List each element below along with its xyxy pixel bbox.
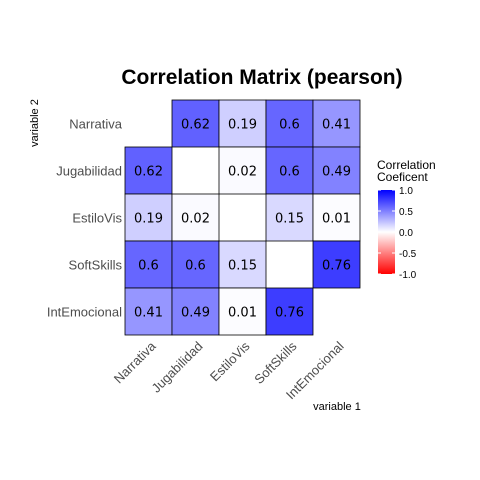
- cell-value-label: 0.02: [181, 212, 210, 227]
- cell-value-label: 0.49: [322, 165, 351, 180]
- cell-softskills-narrativa: [265, 99, 314, 148]
- y-tick-intemocional: IntEmocional: [47, 305, 122, 320]
- legend-title-line-2: Coeficent: [377, 170, 428, 184]
- cell-intemocional-softskills: [312, 240, 361, 289]
- legend-tick-label: -1.0: [399, 270, 417, 281]
- x-tick-estilovis: EstiloVis: [207, 338, 253, 384]
- x-tick-narrativa: Narrativa: [111, 338, 159, 386]
- cell-jugabilidad-estilovis: [171, 193, 220, 242]
- cell-intemocional-estilovis: [312, 193, 361, 242]
- cell-estilovis-narrativa: [218, 99, 267, 148]
- y-axis-tick-labels: Narrativa Jugabilidad EstiloVis SoftSkills I…: [47, 117, 123, 320]
- cell-value-label: 0.01: [322, 212, 351, 227]
- cell-jugabilidad-intemocional: [171, 287, 220, 336]
- cell-jugabilidad-narrativa: [171, 99, 220, 148]
- cell-softskills-intemocional: [265, 287, 314, 336]
- legend-tick-label: 0.0: [399, 228, 413, 239]
- legend-tick-label: 0.5: [399, 207, 413, 218]
- cell-value-label: 0.15: [275, 212, 304, 227]
- cell-labels: 0.62 0.19 0.6 0.41 0.62 0.02 0.6 0.49 0.19 0.02 0.…: [134, 118, 351, 321]
- cell-narrativa-intemocional: [124, 287, 173, 336]
- legend-tick-label: 1.0: [399, 186, 413, 197]
- legend-tick-label: -0.5: [399, 249, 417, 260]
- cell-value-label: 0.76: [275, 306, 304, 321]
- cell-value-label: 0.15: [228, 259, 257, 274]
- cell-estilovis-intemocional: [218, 287, 267, 336]
- cell-value-label: 0.6: [138, 259, 159, 274]
- cell-value-label: 0.62: [134, 165, 163, 180]
- cell-value-label: 0.62: [181, 118, 210, 133]
- cell-intemocional-narrativa: [312, 99, 361, 148]
- cell-value-label: 0.41: [322, 118, 351, 133]
- cell-value-label: 0.02: [228, 165, 257, 180]
- cell-value-label: 0.6: [185, 259, 206, 274]
- x-tick-jugabilidad: Jugabilidad: [149, 339, 206, 396]
- cell-value-label: 0.6: [279, 165, 300, 180]
- y-tick-softskills: SoftSkills: [69, 258, 123, 273]
- cell-value-label: 0.76: [322, 259, 351, 274]
- legend: Correlation Coeficent 1.0 0.5 0.0 -0.5 -1.0: [377, 158, 436, 281]
- legend-ticks: 1.0 0.5 0.0 -0.5 -1.0: [378, 186, 417, 281]
- x-tick-softskills: SoftSkills: [251, 338, 300, 387]
- x-axis-title: variable 1: [313, 401, 361, 413]
- cell-value-label: 0.41: [134, 306, 163, 321]
- chart-title: Correlation Matrix (pearson): [121, 66, 402, 89]
- cell-value-label: 0.19: [228, 118, 257, 133]
- cell-value-label: 0.19: [134, 212, 163, 227]
- heatmap-cells: [124, 99, 361, 336]
- y-tick-estilovis: EstiloVis: [72, 211, 122, 226]
- y-axis-title: variable 2: [29, 99, 41, 147]
- cell-intemocional-jugabilidad: [312, 146, 361, 195]
- cell-jugabilidad-softskills: [171, 240, 220, 289]
- cell-value-label: 0.49: [181, 306, 210, 321]
- cell-estilovis-jugabilidad: [218, 146, 267, 195]
- cell-value-label: 0.6: [279, 118, 300, 133]
- cell-value-label: 0.01: [228, 306, 257, 321]
- y-tick-narrativa: Narrativa: [69, 117, 123, 132]
- legend-colorbar: [378, 190, 395, 274]
- y-tick-jugabilidad: Jugabilidad: [56, 164, 122, 179]
- legend-title-line-1: Correlation: [377, 158, 436, 172]
